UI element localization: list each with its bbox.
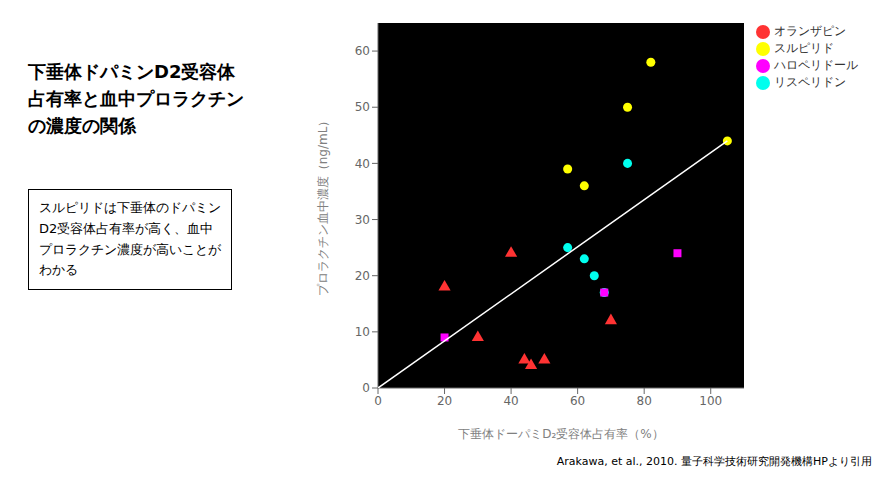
html-text:オランザピン: オランザピン — [774, 24, 846, 38]
html-text:ハロペリドール: ハロペリドール — [774, 58, 858, 72]
html-text:スルピリド: スルピリド — [774, 41, 834, 55]
html-text:スルピリドは下垂体のドパミン: スルピリドは下垂体のドパミン — [39, 200, 221, 215]
svg-text:20: 20 — [437, 394, 452, 408]
svg-text:20: 20 — [355, 269, 370, 283]
html-text:占有率と血中プロラクチン: 占有率と血中プロラクチン — [28, 88, 244, 109]
svg-text:100: 100 — [699, 394, 722, 408]
svg-text:60: 60 — [570, 394, 585, 408]
svg-text:60: 60 — [355, 44, 370, 58]
html-text:プロラクチン濃度が高いことが: プロラクチン濃度が高いことが — [39, 241, 221, 257]
svg-text:40: 40 — [503, 394, 518, 408]
html-text:リスペリドン: リスペリドン — [774, 75, 846, 89]
svg-text:40: 40 — [355, 157, 370, 171]
html-text:下垂体ドパミンD2受容体: 下垂体ドパミンD2受容体 — [28, 61, 236, 82]
html-text:の濃度の関係: の濃度の関係 — [28, 115, 136, 136]
svg-text:80: 80 — [637, 394, 652, 408]
svg-text:50: 50 — [355, 100, 370, 114]
html-text:Arakawa, et al., 2010. 量子科学技術研: Arakawa, et al., 2010. 量子科学技術研究開発機構HPより引… — [556, 455, 872, 468]
html-text:わかる: わかる — [39, 262, 78, 278]
svg-text:0: 0 — [374, 394, 382, 408]
svg-text:下垂体ドーパミD₂受容体占有率（%）: 下垂体ドーパミD₂受容体占有率（%） — [458, 427, 663, 441]
svg-text:10: 10 — [355, 325, 370, 339]
svg-text:30: 30 — [355, 213, 370, 227]
html-text:D2受容体占有率が高く、血中: D2受容体占有率が高く、血中 — [39, 220, 214, 236]
svg-text:0: 0 — [362, 381, 370, 395]
svg-text:プロラクチン血中濃度（ng/mL）: プロラクチン血中濃度（ng/mL） — [316, 115, 330, 297]
